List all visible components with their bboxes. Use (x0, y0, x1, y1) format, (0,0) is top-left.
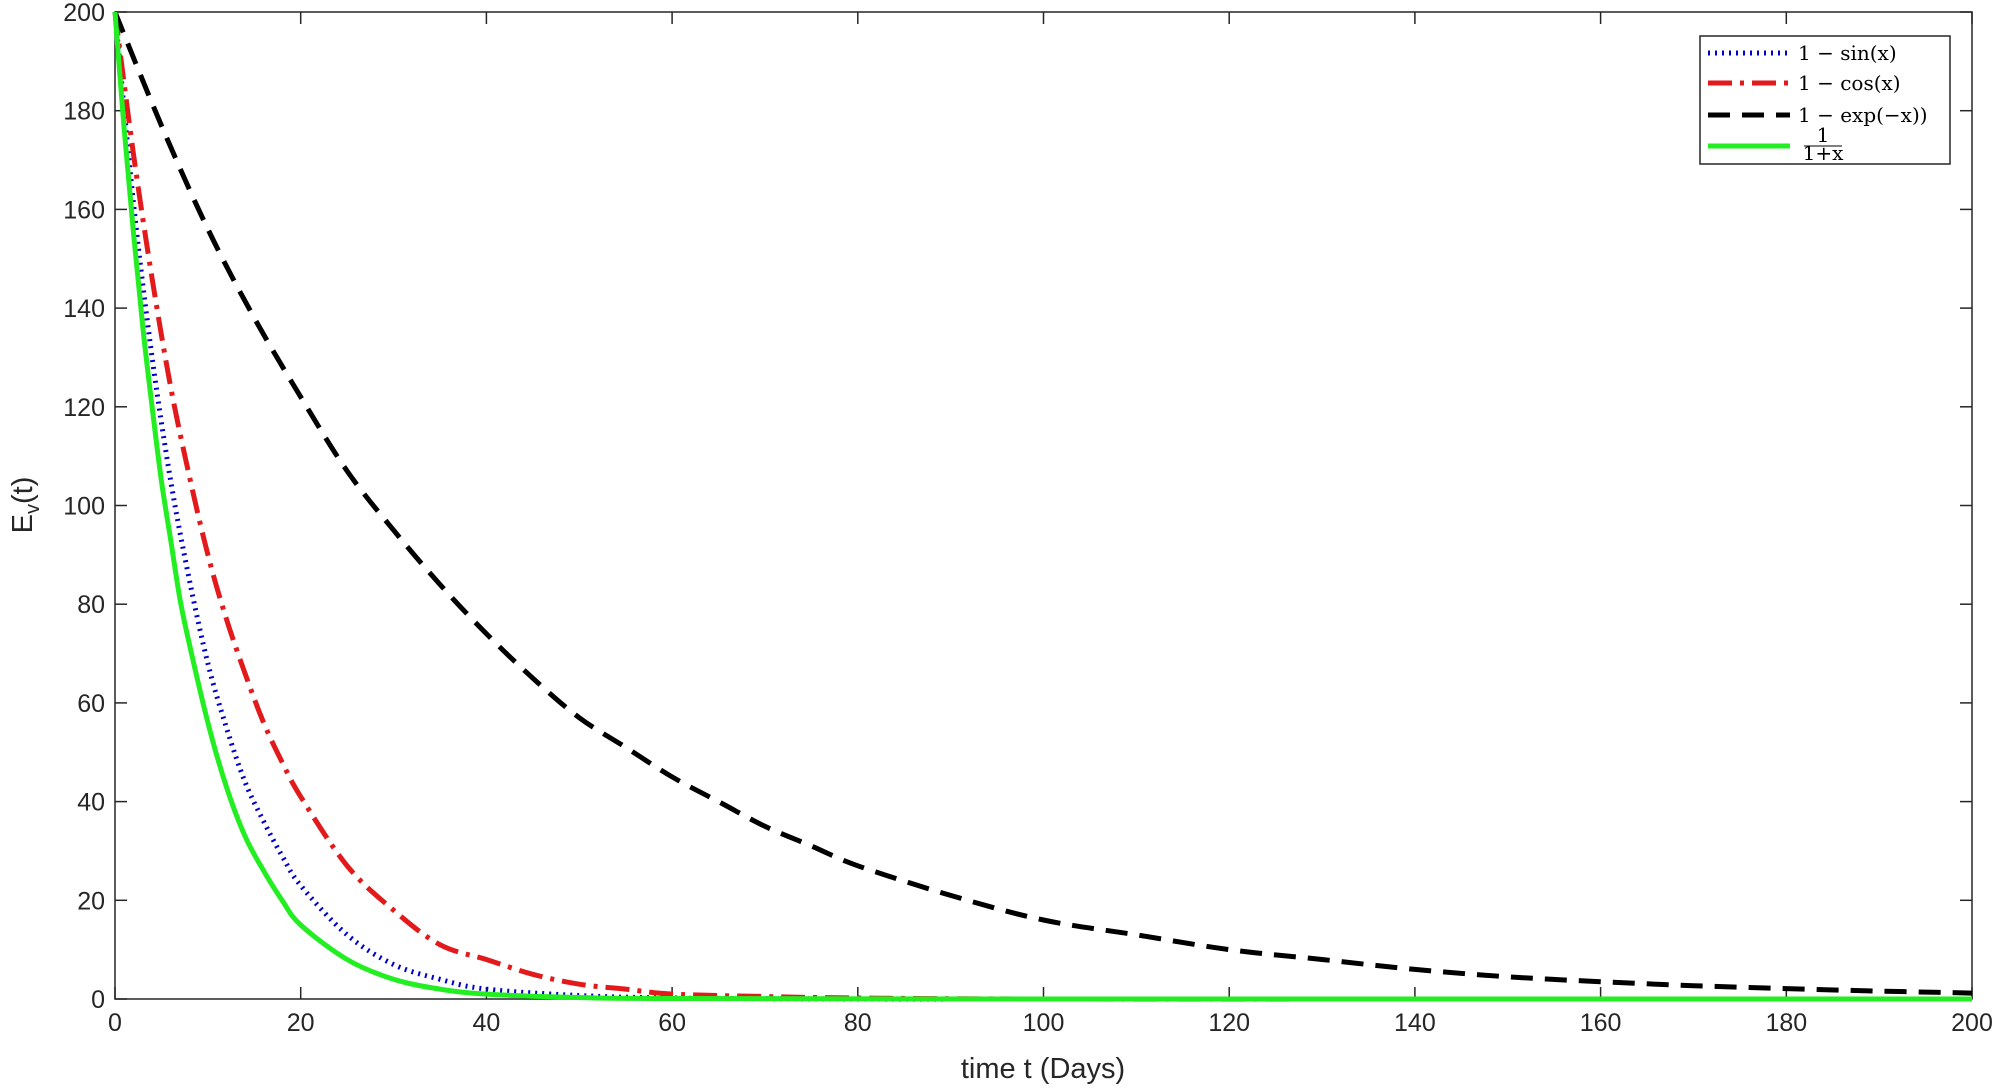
x-tick-label: 0 (108, 1009, 122, 1037)
y-tick-label: 40 (77, 789, 105, 817)
y-tick-label: 0 (91, 986, 105, 1014)
y-tick-label: 160 (63, 196, 105, 224)
y-tick-label: 20 (77, 887, 105, 915)
legend-label-inv-numerator: 1 (1817, 123, 1830, 147)
y-axis-label-sub: v (22, 504, 44, 514)
x-tick-label: 100 (1023, 1009, 1065, 1037)
x-tick-label: 140 (1394, 1009, 1436, 1037)
y-axis-label-main: E (7, 514, 39, 533)
y-axis-label-suffix: (t) (7, 477, 39, 504)
y-tick-label: 200 (63, 0, 105, 27)
x-tick-label: 80 (844, 1009, 872, 1037)
series-line-3 (112, 11, 1972, 1002)
legend-label-inv-denominator: 1+x (1803, 141, 1844, 165)
y-tick-label: 180 (63, 98, 105, 126)
x-tick-label: 120 (1208, 1009, 1250, 1037)
x-tick-label: 20 (287, 1009, 315, 1037)
y-tick-label: 60 (77, 690, 105, 718)
x-tick-label: 60 (658, 1009, 686, 1037)
x-tick-label: 180 (1765, 1009, 1807, 1037)
y-tick-label: 140 (63, 295, 105, 323)
legend-label-sin: 1 − sin(x) (1798, 41, 1897, 65)
legend-label-exp: 1 − exp(−x)) (1798, 103, 1928, 127)
y-tick-label: 100 (63, 493, 105, 521)
x-tick-label: 200 (1951, 1009, 1993, 1037)
y-axis-label: Ev(t) (7, 477, 44, 534)
legend: 1 − sin(x) 1 − cos(x) 1 − exp(−x)) 1 1+x (1699, 35, 1951, 165)
y-tick-label: 80 (77, 591, 105, 619)
series-layer (112, 11, 1973, 1002)
x-tick-label: 160 (1580, 1009, 1622, 1037)
legend-box (1699, 35, 1951, 165)
plot-area (114, 11, 1973, 1000)
x-tick-label: 40 (472, 1009, 500, 1037)
series-line-1 (112, 11, 1972, 1002)
x-axis-label: time t (Days) (961, 1053, 1125, 1085)
axis-ticks: 0 20 40 60 80 100 120 140 160 180 200 0 20 40 60 80 100 1… (63, 0, 1993, 1037)
series-line-2 (112, 11, 1973, 996)
legend-label-cos: 1 − cos(x) (1798, 71, 1901, 95)
y-tick-label: 120 (63, 394, 105, 422)
